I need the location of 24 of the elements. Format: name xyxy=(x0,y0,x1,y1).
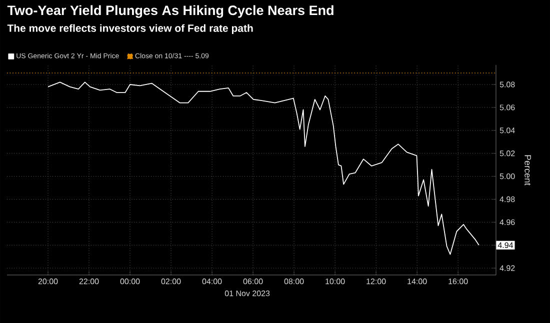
y-tick-label: 4.94 xyxy=(498,242,514,248)
chart-title: Two-Year Yield Plunges As Hiking Cycle Nears End xyxy=(7,5,334,18)
x-tick-label: 14:00 xyxy=(408,278,427,284)
y-tick-label: 4.92 xyxy=(500,265,515,271)
y-axis-title: Percent xyxy=(524,155,531,186)
x-tick-label: 00:00 xyxy=(120,278,140,284)
x-tick-label: 06:00 xyxy=(243,278,263,284)
x-tick-label: 22:00 xyxy=(79,278,99,284)
chart-subtitle: The move reflects investors view of Fed rate path xyxy=(7,24,253,34)
y-tick-label: 4.98 xyxy=(500,196,515,202)
x-tick-label: 12:00 xyxy=(366,278,386,284)
x-tick-label: 04:00 xyxy=(202,278,222,284)
x-tick-label: 10:00 xyxy=(326,278,345,284)
x-tick-label: 08:00 xyxy=(284,278,304,284)
x-tick-label: 02:00 xyxy=(161,278,181,284)
y-tick-label: 5.06 xyxy=(500,104,515,110)
x-tick-label: 20:00 xyxy=(38,278,58,284)
y-tick-label: 4.96 xyxy=(500,219,515,226)
x-axis-title: 01 Nov 2023 xyxy=(224,290,270,296)
y-tick-label: 5.02 xyxy=(500,150,515,156)
y-tick-label: 5.08 xyxy=(500,82,515,88)
x-tick-label: 16:00 xyxy=(448,278,468,284)
text: 5.00 xyxy=(500,173,515,180)
y-tick-label: 5.04 xyxy=(500,128,515,134)
